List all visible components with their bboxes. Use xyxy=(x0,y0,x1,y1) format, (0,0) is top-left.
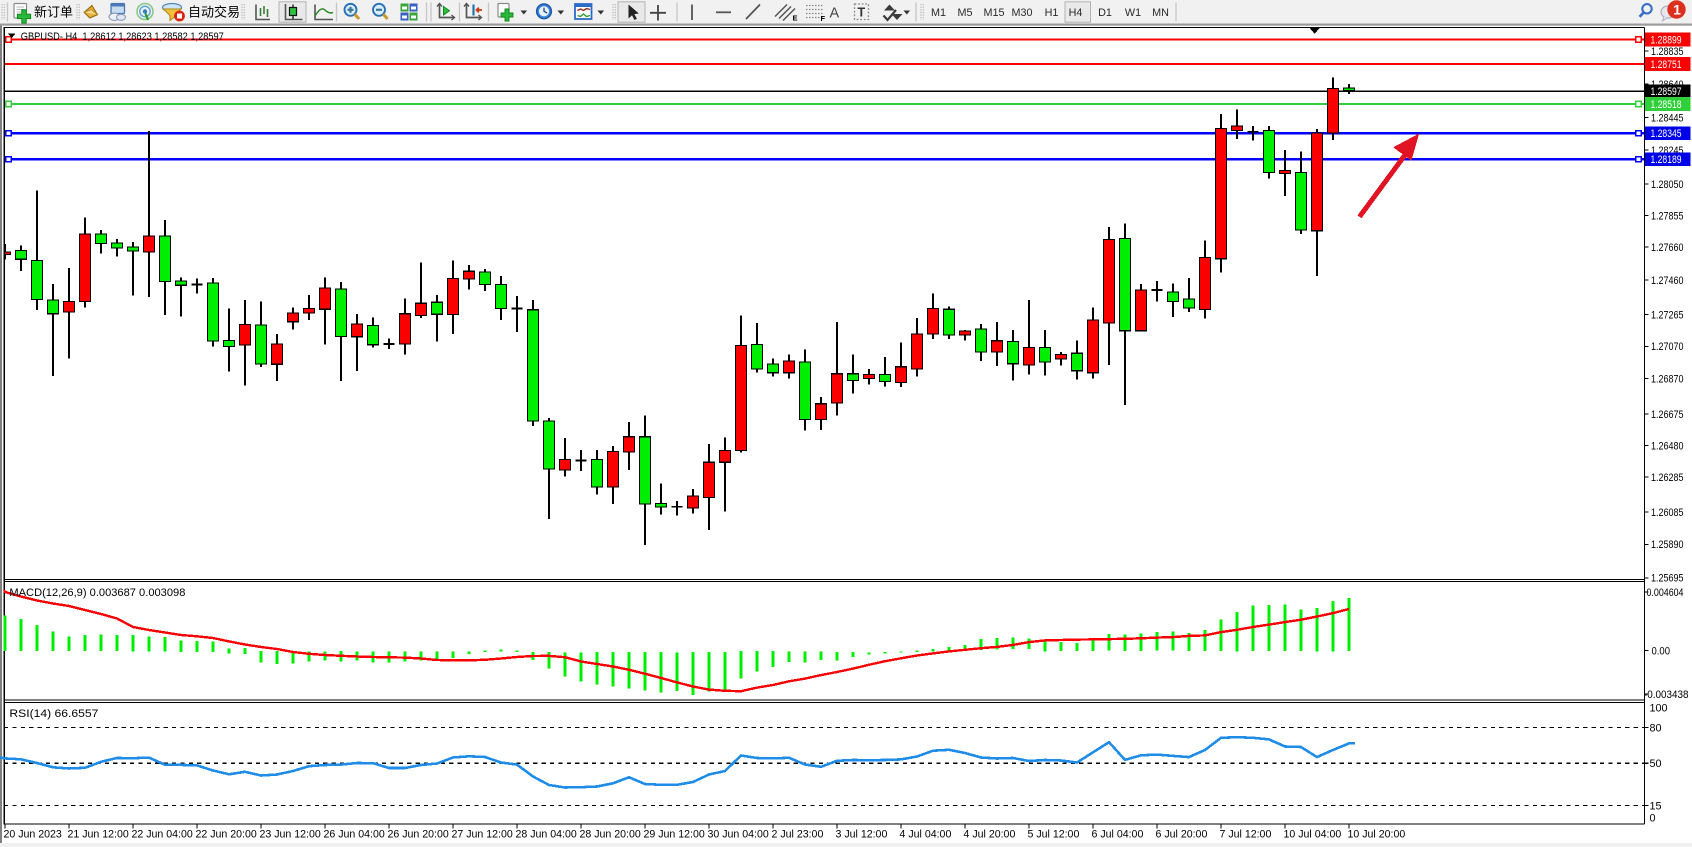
svg-text:27 Jun 12:00: 27 Jun 12:00 xyxy=(452,828,513,840)
svg-text:6 Jul 20:00: 6 Jul 20:00 xyxy=(1156,828,1208,840)
svg-text:1.27070: 1.27070 xyxy=(1651,341,1684,353)
svg-text:M15: M15 xyxy=(983,7,1004,19)
svg-text:1.28835: 1.28835 xyxy=(1651,46,1684,58)
svg-text:1.27855: 1.27855 xyxy=(1651,210,1684,222)
svg-text:6 Jul 04:00: 6 Jul 04:00 xyxy=(1092,828,1144,840)
svg-text:29 Jun 12:00: 29 Jun 12:00 xyxy=(644,828,705,840)
svg-text:-0.003438: -0.003438 xyxy=(1644,689,1689,701)
svg-text:28 Jun 20:00: 28 Jun 20:00 xyxy=(580,828,641,840)
svg-text:T: T xyxy=(858,6,866,20)
svg-text:1.28445: 1.28445 xyxy=(1651,112,1684,124)
svg-text:4 Jul 04:00: 4 Jul 04:00 xyxy=(900,828,952,840)
svg-text:H4: H4 xyxy=(1069,7,1083,19)
svg-text:F: F xyxy=(821,14,826,23)
svg-text:3 Jul 12:00: 3 Jul 12:00 xyxy=(836,828,888,840)
svg-text:10 Jul 20:00: 10 Jul 20:00 xyxy=(1348,828,1406,840)
svg-text:A: A xyxy=(830,6,840,22)
svg-text:21 Jun 12:00: 21 Jun 12:00 xyxy=(68,828,129,840)
svg-text:1.26480: 1.26480 xyxy=(1651,440,1684,452)
svg-text:1.28345: 1.28345 xyxy=(1651,128,1682,140)
svg-text:1.28050: 1.28050 xyxy=(1651,179,1684,191)
svg-text:1.26870: 1.26870 xyxy=(1651,373,1684,385)
svg-text:1.28751: 1.28751 xyxy=(1651,59,1682,71)
svg-text:W1: W1 xyxy=(1125,7,1141,19)
svg-text:M30: M30 xyxy=(1011,7,1032,19)
svg-text:10 Jul 04:00: 10 Jul 04:00 xyxy=(1284,828,1342,840)
svg-text:自动交易: 自动交易 xyxy=(188,4,240,19)
svg-text:1.26085: 1.26085 xyxy=(1651,507,1684,519)
svg-text:D1: D1 xyxy=(1098,7,1112,19)
svg-text:15: 15 xyxy=(1650,800,1662,812)
svg-text:1.27265: 1.27265 xyxy=(1651,309,1684,321)
svg-text:28 Jun 04:00: 28 Jun 04:00 xyxy=(516,828,577,840)
svg-text:100: 100 xyxy=(1650,703,1668,715)
svg-text:20 Jun 2023: 20 Jun 2023 xyxy=(4,828,62,840)
svg-text:1.25890: 1.25890 xyxy=(1651,539,1684,551)
svg-text:GBPUSD-.H4 1,28612 1,28623 1,: GBPUSD-.H4 1,28612 1,28623 1,28582 1,285… xyxy=(21,31,224,43)
svg-text:30 Jun 04:00: 30 Jun 04:00 xyxy=(708,828,769,840)
svg-text:1.28597: 1.28597 xyxy=(1651,86,1682,98)
svg-text:2 Jul 23:00: 2 Jul 23:00 xyxy=(772,828,824,840)
svg-text:MN: MN xyxy=(1152,7,1169,19)
svg-text:1.26675: 1.26675 xyxy=(1651,409,1684,421)
svg-text:M1: M1 xyxy=(931,7,946,19)
svg-text:0.004604: 0.004604 xyxy=(1647,587,1684,599)
svg-text:5 Jul 12:00: 5 Jul 12:00 xyxy=(1028,828,1080,840)
svg-text:22 Jun 04:00: 22 Jun 04:00 xyxy=(132,828,193,840)
svg-text:26 Jun 20:00: 26 Jun 20:00 xyxy=(388,828,449,840)
svg-text:1.25695: 1.25695 xyxy=(1651,573,1684,585)
svg-text:4 Jul 20:00: 4 Jul 20:00 xyxy=(964,828,1016,840)
svg-text:23 Jun 12:00: 23 Jun 12:00 xyxy=(260,828,321,840)
svg-text:E: E xyxy=(793,14,798,23)
svg-text:0: 0 xyxy=(1650,812,1656,824)
svg-text:1.28899: 1.28899 xyxy=(1651,34,1682,46)
svg-text:1.26285: 1.26285 xyxy=(1651,472,1684,484)
svg-text:1.28518: 1.28518 xyxy=(1651,99,1682,111)
svg-text:80: 80 xyxy=(1650,722,1662,734)
svg-text:22 Jun 20:00: 22 Jun 20:00 xyxy=(196,828,257,840)
svg-text:1.28189: 1.28189 xyxy=(1651,154,1682,166)
svg-text:MACD(12,26,9) 0.003687 0.00309: MACD(12,26,9) 0.003687 0.003098 xyxy=(9,587,185,599)
svg-text:RSI(14) 66.6557: RSI(14) 66.6557 xyxy=(9,708,98,720)
svg-text:M5: M5 xyxy=(958,7,973,19)
svg-text:1: 1 xyxy=(1673,1,1681,17)
svg-text:26 Jun 04:00: 26 Jun 04:00 xyxy=(324,828,385,840)
svg-text:1.27460: 1.27460 xyxy=(1651,275,1684,287)
svg-text:H1: H1 xyxy=(1045,7,1059,19)
svg-text:0.00: 0.00 xyxy=(1652,645,1671,657)
svg-text:7 Jul 12:00: 7 Jul 12:00 xyxy=(1220,828,1272,840)
svg-text:50: 50 xyxy=(1650,758,1662,770)
svg-text:新订单: 新订单 xyxy=(34,4,73,19)
svg-text:1.27660: 1.27660 xyxy=(1651,242,1684,254)
